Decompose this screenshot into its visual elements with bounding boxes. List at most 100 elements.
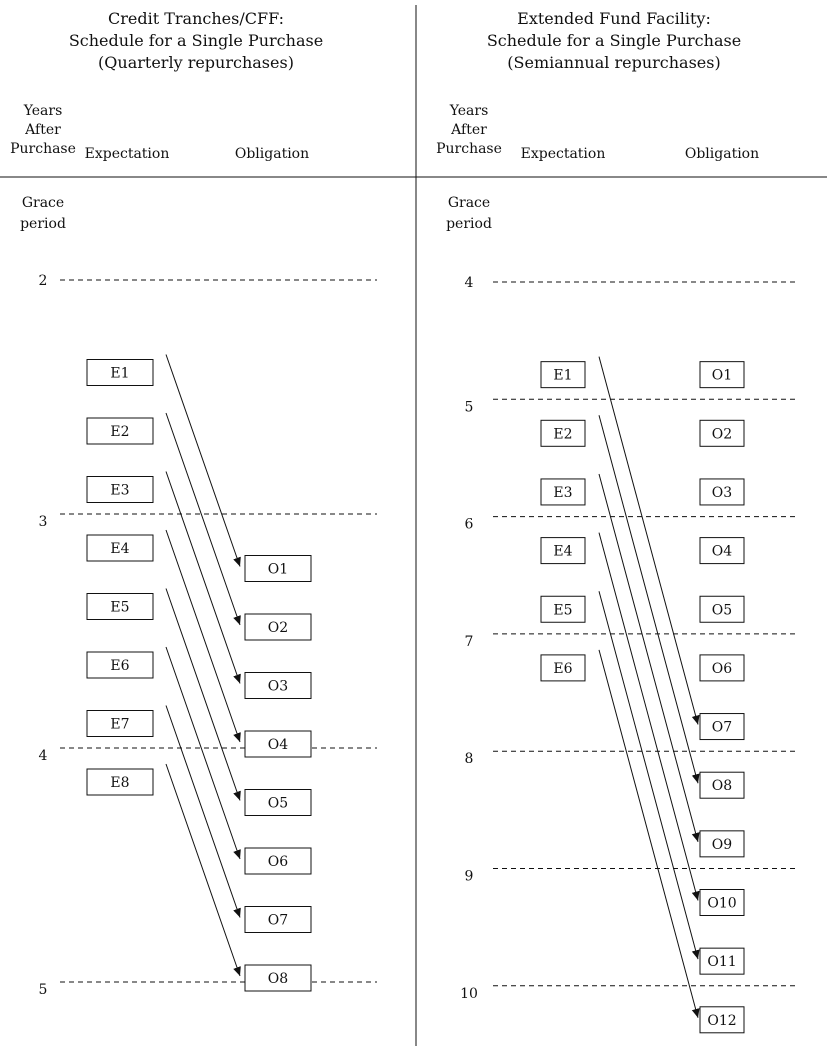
panel-title-line: Schedule for a Single Purchase xyxy=(69,31,323,50)
year-tick-label: 7 xyxy=(465,634,474,650)
expectation-box xyxy=(86,651,154,679)
expectation-box xyxy=(86,417,154,445)
obligation-label: O7 xyxy=(712,720,732,736)
expectation-box xyxy=(540,419,586,447)
expectation-label: E8 xyxy=(110,775,129,791)
expectation-box xyxy=(86,534,154,562)
year-tick-label: 10 xyxy=(460,986,478,1002)
grace-period-label: Grace xyxy=(448,195,490,211)
expectation-box xyxy=(86,768,154,796)
expectation-box xyxy=(86,593,154,620)
repurchase-arrow xyxy=(598,415,700,784)
obligation-label: O4 xyxy=(268,737,288,753)
year-tick-label: 5 xyxy=(465,399,474,415)
year-tick-label: 4 xyxy=(39,748,48,764)
repurchase-arrow xyxy=(598,532,700,901)
expectation-label: E3 xyxy=(110,483,129,499)
expectation-box xyxy=(540,478,586,506)
expectation-label: E4 xyxy=(110,541,129,557)
obligation-box xyxy=(699,1006,745,1034)
grace-period-label: period xyxy=(20,216,66,232)
obligation-label: O2 xyxy=(268,620,288,636)
repurchase-arrow xyxy=(165,471,241,684)
year-tick-label: 8 xyxy=(465,751,474,767)
years-after-purchase-header: Years xyxy=(449,103,489,119)
expectation-label: E3 xyxy=(553,485,572,501)
panel-title-line: Credit Tranches/CFF: xyxy=(108,9,284,28)
obligation-box xyxy=(244,672,312,699)
obligation-label: O8 xyxy=(268,971,288,987)
expectation-box xyxy=(540,654,586,682)
obligation-box xyxy=(244,555,312,582)
obligation-label: O12 xyxy=(707,1013,736,1029)
repurchase-arrow xyxy=(165,354,241,567)
obligation-header: Obligation xyxy=(235,146,309,162)
panel-title-line: Schedule for a Single Purchase xyxy=(487,31,741,50)
expectation-label: E1 xyxy=(110,366,129,382)
repurchase-arrow xyxy=(165,705,241,918)
year-tick-label: 5 xyxy=(39,982,48,998)
panel-eff: Extended Fund Facility: Schedule for a Si… xyxy=(436,9,799,1034)
obligation-box xyxy=(699,947,745,975)
repurchase-arrow xyxy=(165,588,241,801)
year-tick-label: 3 xyxy=(39,514,48,530)
years-after-purchase-header: After xyxy=(450,122,487,138)
expectation-label: E4 xyxy=(553,544,572,560)
year-tick-label: 9 xyxy=(465,869,474,885)
expectation-label: E5 xyxy=(553,602,572,618)
expectation-box xyxy=(540,595,586,623)
year-tick-label: 2 xyxy=(39,273,48,289)
obligation-box xyxy=(699,537,745,565)
obligation-header: Obligation xyxy=(685,146,759,162)
expectation-box xyxy=(86,476,154,503)
panel-credit: Credit Tranches/CFF: Schedule for a Singl… xyxy=(10,9,377,998)
grace-period-label: period xyxy=(446,216,492,232)
panel-title-line: Extended Fund Facility: xyxy=(517,9,711,28)
expectation-header: Expectation xyxy=(85,146,170,162)
obligation-box xyxy=(699,830,745,858)
obligation-label: O11 xyxy=(707,954,736,970)
obligation-box xyxy=(699,771,745,799)
repurchase-arrow xyxy=(598,473,700,842)
grace-period-label: Grace xyxy=(22,195,64,211)
expectation-label: E7 xyxy=(110,717,129,733)
expectation-header: Expectation xyxy=(521,146,606,162)
obligation-box xyxy=(699,713,745,741)
repurchase-arrow xyxy=(165,529,241,743)
obligation-label: O4 xyxy=(712,544,732,560)
obligation-label: O3 xyxy=(268,679,288,695)
obligation-label: O6 xyxy=(268,854,288,870)
expectation-label: E6 xyxy=(110,658,129,674)
obligation-box xyxy=(244,847,312,875)
obligation-label: O6 xyxy=(712,661,732,677)
repurchase-arrow xyxy=(165,412,241,626)
obligation-label: O1 xyxy=(268,562,288,578)
obligation-box xyxy=(244,730,312,758)
expectation-label: E6 xyxy=(553,661,572,677)
obligation-label: O3 xyxy=(712,485,732,501)
obligation-box xyxy=(244,964,312,992)
expectation-box xyxy=(540,361,586,389)
expectation-label: E1 xyxy=(553,368,572,384)
obligation-label: O5 xyxy=(712,602,732,618)
panel-title-line: (Quarterly repurchases) xyxy=(98,53,294,72)
obligation-box xyxy=(699,595,745,623)
repurchase-arrow xyxy=(165,646,241,860)
obligation-box xyxy=(699,889,745,916)
obligation-box xyxy=(699,361,745,389)
obligation-box xyxy=(699,654,745,682)
obligation-label: O10 xyxy=(707,896,736,912)
obligation-box xyxy=(244,613,312,641)
years-after-purchase-header: Years xyxy=(23,103,63,119)
expectation-box xyxy=(540,537,586,565)
obligation-box xyxy=(244,789,312,816)
repurchase-arrow xyxy=(165,763,241,977)
obligation-box xyxy=(699,478,745,506)
obligation-label: O8 xyxy=(712,778,732,794)
obligation-box xyxy=(699,419,745,447)
obligation-box xyxy=(244,906,312,933)
year-tick-label: 4 xyxy=(465,275,474,291)
obligation-label: O5 xyxy=(268,796,288,812)
repurchase-arrow xyxy=(598,356,700,725)
